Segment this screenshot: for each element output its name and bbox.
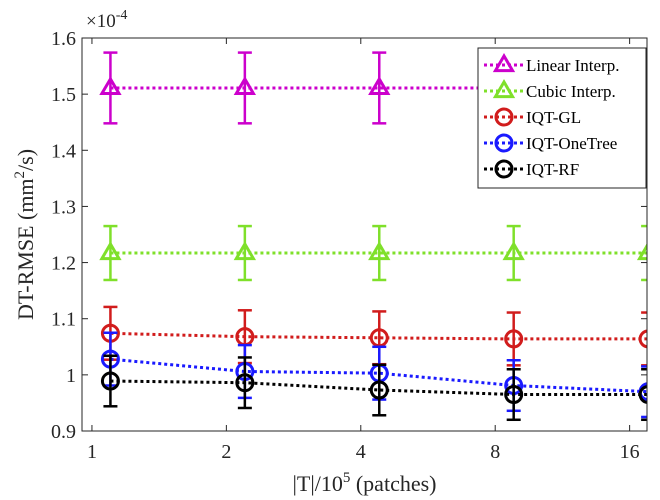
legend-label: IQT-RF (526, 160, 579, 179)
data-point (99, 76, 122, 96)
error-bar (372, 224, 387, 282)
axes: 0.9 1 1.1 1.2 1.3 1.4 1.5 1.6 1 2 4 8 16 ×10-4 |T|/105… (12, 8, 648, 496)
series-cubic-interp (99, 224, 647, 282)
legend-label: IQT-OneTree (526, 134, 617, 153)
legend-item: Linear Interp. (484, 53, 619, 75)
data-point (235, 373, 255, 393)
data-point (638, 329, 647, 349)
error-bar (372, 363, 387, 417)
error-bar (103, 224, 118, 282)
data-point (233, 241, 257, 261)
error-bar (103, 354, 118, 408)
x-tick-label: 4 (356, 441, 366, 463)
y-tick-label: 1.2 (51, 253, 76, 275)
y-tick-label: 1.4 (51, 140, 76, 162)
legend-marker (494, 107, 514, 127)
y-tick-label: 1.6 (51, 28, 76, 50)
legend: Linear Interp. Cubic Interp. IQT-GL IQT-One… (477, 47, 647, 189)
x-tick-label: 16 (620, 441, 640, 463)
legend-label: Cubic Interp. (526, 82, 616, 101)
data-point (638, 382, 647, 402)
x-tick-label: 8 (490, 441, 500, 463)
y-tick-label: 1.1 (51, 309, 76, 331)
x-tick-label: 2 (221, 441, 231, 463)
legend-item: IQT-GL (484, 107, 581, 127)
error-bar (237, 51, 252, 125)
legend-label: IQT-GL (526, 108, 581, 127)
y-tick-label: 1.5 (51, 84, 76, 106)
y-tick-label: 0.9 (51, 421, 76, 443)
legend-item: IQT-RF (484, 159, 579, 179)
y-tick-label: 1.3 (51, 196, 76, 218)
data-point (502, 241, 525, 261)
error-bar (237, 224, 252, 282)
legend-label: Linear Interp. (526, 56, 619, 75)
y-axis-label: DT-RMSE (mm2/s) (12, 149, 38, 320)
x-axis-label: |T|/105 (patches) (293, 470, 437, 496)
data-point (100, 371, 120, 391)
legend-marker (494, 159, 514, 179)
series-iqt-rf (100, 354, 647, 422)
data-point (368, 241, 391, 261)
data-point (636, 242, 647, 261)
error-bar (103, 51, 118, 125)
data-point (369, 380, 389, 400)
error-bar (641, 365, 647, 419)
legend-marker (494, 133, 514, 153)
error-bar (237, 356, 252, 410)
error-bar (506, 224, 521, 282)
data-point (368, 76, 391, 96)
data-point (638, 385, 647, 404)
data-point (504, 329, 524, 349)
error-bar (641, 311, 647, 367)
x-tick-label: 1 (87, 441, 97, 463)
axes-box (81, 37, 648, 432)
y-axis-multiplier: ×10-4 (86, 8, 127, 32)
error-bar (506, 367, 521, 422)
legend-marker (492, 79, 516, 99)
error-bar (641, 367, 647, 422)
data-point (233, 76, 257, 96)
error-bar (372, 51, 387, 125)
data-point (504, 385, 524, 405)
legend-item: Cubic Interp. (484, 79, 616, 101)
y-tick-label: 1 (66, 365, 76, 387)
legend-item: IQT-OneTree (484, 133, 617, 153)
legend-marker (492, 53, 516, 73)
data-point (99, 241, 122, 261)
error-bar (641, 224, 647, 282)
